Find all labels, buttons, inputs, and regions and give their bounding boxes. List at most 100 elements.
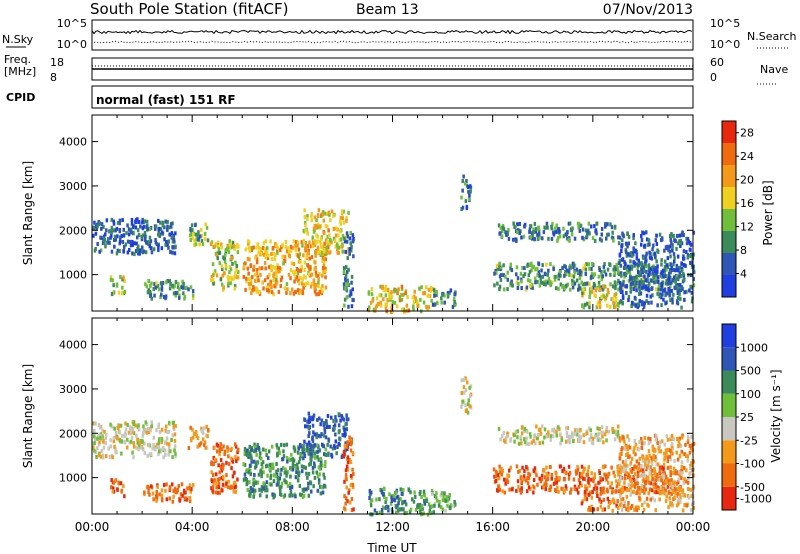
echo-cell (544, 225, 547, 230)
echo-cell (633, 484, 637, 489)
echo-cell (270, 482, 273, 487)
echo-cell (337, 245, 340, 250)
echo-cell (110, 249, 114, 254)
echo-cell (637, 302, 640, 307)
echo-cell (552, 232, 556, 237)
echo-cell (544, 479, 548, 484)
echo-cell (248, 248, 251, 253)
echo-cell (502, 438, 506, 443)
echo-cell (636, 266, 639, 271)
echo-cell (189, 489, 192, 494)
echo-cell (322, 256, 326, 261)
echo-cell (222, 444, 225, 449)
echo-cell (638, 491, 641, 496)
echo-cell (565, 486, 568, 491)
echo-cell (248, 444, 251, 449)
echo-cell (296, 268, 300, 273)
echo-cell (649, 439, 652, 444)
echo-cell (627, 298, 630, 303)
echo-cell (313, 289, 317, 294)
echo-cell (520, 480, 523, 485)
echo-cell (594, 483, 597, 488)
y-tick-label: 1000 (59, 472, 87, 485)
echo-cell (256, 275, 259, 280)
echo-cell (122, 249, 125, 253)
echo-cell (528, 227, 532, 232)
echo-cell (656, 264, 659, 269)
echo-cell (544, 272, 547, 277)
echo-cell (317, 214, 320, 219)
echo-cell (124, 427, 128, 432)
echo-cell (300, 452, 303, 457)
echo-cell (134, 249, 138, 254)
echo-cell (580, 471, 583, 476)
echo-cell (370, 287, 374, 292)
echo-cell (211, 485, 215, 490)
echo-cell (303, 439, 306, 444)
echo-cell (299, 259, 302, 264)
echo-cell (584, 228, 588, 233)
power-x-ticks (91, 115, 694, 311)
echo-cell (612, 300, 615, 305)
echo-cell (503, 477, 506, 482)
echo-cell (316, 449, 320, 454)
echo-cell (141, 439, 144, 444)
echo-cell (115, 251, 119, 256)
echo-cell (168, 225, 171, 230)
echo-cell (637, 486, 640, 490)
echo-cell (606, 489, 609, 494)
echo-cell (421, 506, 424, 511)
echo-cell (617, 424, 620, 429)
echo-cell (223, 452, 226, 457)
echo-cell (230, 446, 233, 451)
echo-cell (672, 466, 676, 471)
echo-cell (257, 472, 261, 477)
echo-cell (113, 444, 116, 449)
echo-cell (265, 480, 269, 485)
echo-cell (666, 465, 670, 470)
echo-cell (526, 429, 529, 434)
echo-cell (601, 287, 605, 292)
echo-cell (444, 498, 447, 503)
echo-cell (149, 484, 153, 489)
echo-cell (352, 237, 355, 241)
echo-cell (594, 432, 598, 437)
echo-cell (496, 266, 499, 271)
echo-cell (281, 254, 285, 259)
echo-cell (680, 468, 683, 473)
echo-cell (619, 476, 623, 481)
echo-cell (138, 248, 141, 253)
echo-cell (325, 249, 329, 254)
echo-cell (422, 489, 426, 494)
echo-cell (516, 429, 520, 434)
echo-cell (302, 465, 306, 470)
echo-cell (616, 464, 619, 469)
echo-cell (264, 488, 267, 493)
echo-cell (303, 454, 307, 459)
echo-cell (414, 494, 417, 499)
echo-cell (527, 471, 530, 476)
echo-cell (665, 278, 668, 283)
echo-cell (252, 494, 255, 499)
echo-cell (606, 287, 610, 292)
echo-cell (629, 484, 633, 489)
echo-cell (299, 444, 303, 449)
echo-cell (566, 236, 569, 241)
echo-cell (122, 275, 125, 280)
echo-cell (443, 491, 446, 496)
echo-cell (622, 234, 625, 239)
echo-cell (158, 429, 162, 434)
echo-cell (306, 244, 310, 249)
echo-cell (297, 446, 301, 451)
echo-cell (566, 230, 569, 235)
echo-cell (268, 466, 271, 471)
echo-cell (307, 411, 311, 416)
echo-cell (94, 231, 98, 236)
echo-cell (659, 466, 663, 471)
echo-cell (334, 439, 337, 444)
echo-cell (426, 293, 429, 298)
echo-cell (571, 278, 574, 283)
echo-cell (308, 265, 311, 270)
echo-cell (304, 242, 308, 246)
